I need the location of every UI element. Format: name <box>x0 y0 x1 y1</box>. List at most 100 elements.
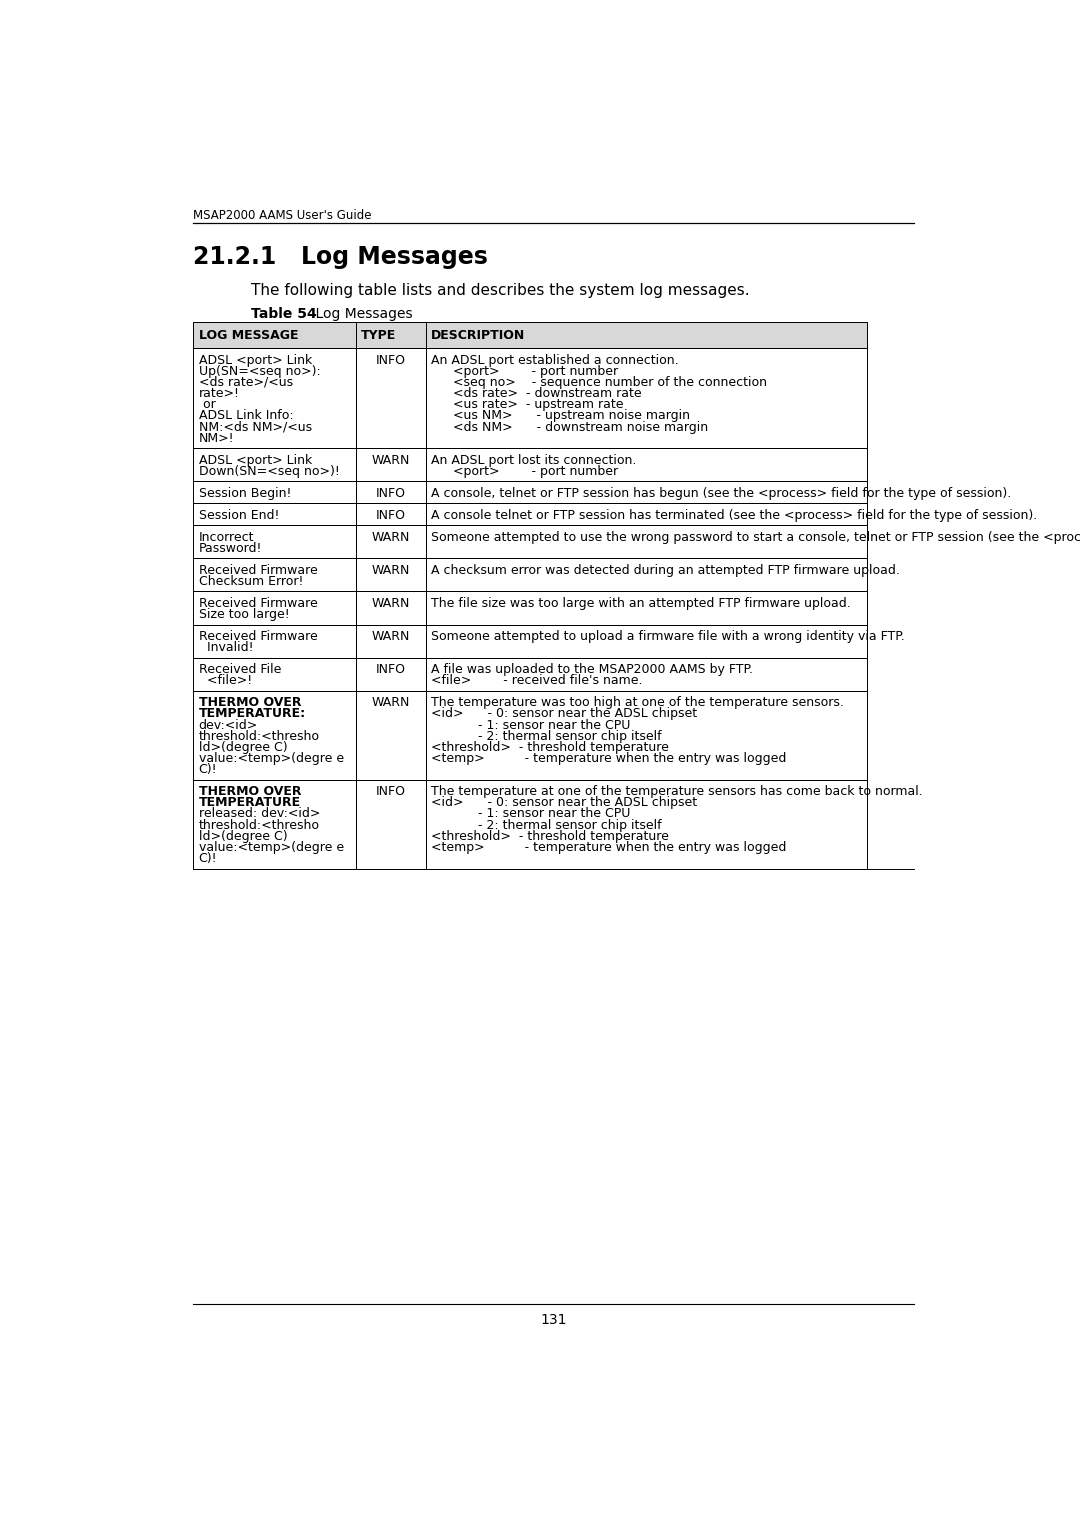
Text: threshold:<thresho: threshold:<thresho <box>199 730 320 743</box>
Text: Received Firmware: Received Firmware <box>199 597 318 610</box>
Bar <box>193 448 356 481</box>
Text: A console, telnet or FTP session has begun (see the <process> field for the type: A console, telnet or FTP session has beg… <box>431 487 1011 500</box>
Text: - 2: thermal sensor chip itself: - 2: thermal sensor chip itself <box>477 819 661 831</box>
Text: INFO: INFO <box>376 785 406 798</box>
Text: WARN: WARN <box>372 597 410 610</box>
Bar <box>356 691 426 779</box>
Bar <box>426 691 867 779</box>
Text: NM:<ds NM>/<us: NM:<ds NM>/<us <box>199 420 312 434</box>
Text: value:<temp>(degre e: value:<temp>(degre e <box>199 752 343 766</box>
Bar <box>193 657 356 691</box>
Text: <us NM>      - upstream noise margin: <us NM> - upstream noise margin <box>453 410 690 422</box>
Text: TYPE: TYPE <box>362 329 396 342</box>
Text: - 1: sensor near the CPU: - 1: sensor near the CPU <box>477 718 630 732</box>
Text: <ds NM>      - downstream noise margin: <ds NM> - downstream noise margin <box>453 420 707 434</box>
Text: rate>!: rate>! <box>199 387 240 400</box>
Text: <temp>          - temperature when the entry was logged: <temp> - temperature when the entry was … <box>431 840 786 854</box>
Bar <box>356 625 426 657</box>
Bar <box>356 591 426 625</box>
Bar <box>356 448 426 481</box>
Text: Session End!: Session End! <box>199 509 279 521</box>
Text: The file size was too large with an attempted FTP firmware upload.: The file size was too large with an atte… <box>431 597 851 610</box>
Text: <seq no>    - sequence number of the connection: <seq no> - sequence number of the connec… <box>453 376 767 388</box>
Text: A file was uploaded to the MSAP2000 AAMS by FTP.: A file was uploaded to the MSAP2000 AAMS… <box>431 663 753 675</box>
Text: ld>(degree C): ld>(degree C) <box>199 741 287 753</box>
Bar <box>426 322 867 348</box>
Bar <box>356 657 426 691</box>
Text: The temperature at one of the temperature sensors has come back to normal.: The temperature at one of the temperatur… <box>431 785 922 798</box>
Text: C)!: C)! <box>199 853 217 865</box>
Text: NM>!: NM>! <box>199 432 234 445</box>
Bar <box>426 448 867 481</box>
Bar <box>426 779 867 868</box>
Bar <box>356 348 426 448</box>
Text: dev:<id>: dev:<id> <box>199 718 258 732</box>
Text: <threshold>  - threshold temperature: <threshold> - threshold temperature <box>431 741 669 753</box>
Text: ADSL <port> Link: ADSL <port> Link <box>199 454 312 466</box>
Bar <box>356 558 426 591</box>
Text: WARN: WARN <box>372 564 410 576</box>
Bar <box>426 558 867 591</box>
Bar <box>193 503 356 526</box>
Bar <box>426 481 867 503</box>
Text: INFO: INFO <box>376 487 406 500</box>
Bar <box>193 348 356 448</box>
Text: WARN: WARN <box>372 530 410 544</box>
Bar <box>426 322 867 348</box>
Text: Someone attempted to use the wrong password to start a console, telnet or FTP se: Someone attempted to use the wrong passw… <box>431 530 1080 544</box>
Text: Table 54: Table 54 <box>252 307 318 321</box>
Bar <box>426 348 867 448</box>
Text: C)!: C)! <box>199 762 217 776</box>
Bar <box>193 779 356 868</box>
Text: value:<temp>(degre e: value:<temp>(degre e <box>199 840 343 854</box>
Bar <box>426 657 867 691</box>
Text: - 1: sensor near the CPU: - 1: sensor near the CPU <box>477 807 630 821</box>
Text: <port>        - port number: <port> - port number <box>453 465 618 478</box>
Bar <box>356 322 426 348</box>
Text: A console telnet or FTP session has terminated (see the <process> field for the : A console telnet or FTP session has term… <box>431 509 1037 521</box>
Bar <box>356 526 426 558</box>
Text: The following table lists and describes the system log messages.: The following table lists and describes … <box>252 284 750 298</box>
Text: <port>        - port number: <port> - port number <box>453 365 618 377</box>
Text: <threshold>  - threshold temperature: <threshold> - threshold temperature <box>431 830 669 843</box>
Text: MSAP2000 AAMS User's Guide: MSAP2000 AAMS User's Guide <box>193 209 372 222</box>
Text: 21.2.1   Log Messages: 21.2.1 Log Messages <box>193 244 488 269</box>
Text: An ADSL port established a connection.: An ADSL port established a connection. <box>431 353 678 367</box>
Text: Password!: Password! <box>199 542 262 555</box>
Bar <box>356 481 426 503</box>
Text: threshold:<thresho: threshold:<thresho <box>199 819 320 831</box>
Bar <box>193 526 356 558</box>
Text: The temperature was too high at one of the temperature sensors.: The temperature was too high at one of t… <box>431 697 843 709</box>
Text: Log Messages: Log Messages <box>298 307 413 321</box>
Bar <box>356 322 426 348</box>
Text: ADSL Link Info:: ADSL Link Info: <box>199 410 293 422</box>
Bar <box>426 591 867 625</box>
Text: INFO: INFO <box>376 353 406 367</box>
Text: or: or <box>199 399 215 411</box>
Text: Incorrect: Incorrect <box>199 530 254 544</box>
Text: - 2: thermal sensor chip itself: - 2: thermal sensor chip itself <box>477 730 661 743</box>
Bar <box>426 503 867 526</box>
Bar <box>193 591 356 625</box>
Text: TEMPERATURE:: TEMPERATURE: <box>199 707 306 720</box>
Text: LOG MESSAGE: LOG MESSAGE <box>199 329 298 342</box>
Text: released: dev:<id>: released: dev:<id> <box>199 807 320 821</box>
Text: <id>      - 0: sensor near the ADSL chipset: <id> - 0: sensor near the ADSL chipset <box>431 796 698 810</box>
Text: Checksum Error!: Checksum Error! <box>199 575 303 588</box>
Text: <ds rate>/<us: <ds rate>/<us <box>199 376 293 388</box>
Text: 131: 131 <box>540 1313 567 1326</box>
Text: Invalid!: Invalid! <box>199 642 253 654</box>
Text: WARN: WARN <box>372 454 410 466</box>
Text: Up(SN=<seq no>):: Up(SN=<seq no>): <box>199 365 321 377</box>
Text: Received Firmware: Received Firmware <box>199 564 318 576</box>
Bar <box>426 625 867 657</box>
Text: TEMPERATURE: TEMPERATURE <box>199 796 300 810</box>
Text: A checksum error was detected during an attempted FTP firmware upload.: A checksum error was detected during an … <box>431 564 900 576</box>
Text: Received Firmware: Received Firmware <box>199 630 318 643</box>
Text: <id>      - 0: sensor near the ADSL chipset: <id> - 0: sensor near the ADSL chipset <box>431 707 698 720</box>
Text: <us rate>  - upstream rate: <us rate> - upstream rate <box>453 399 623 411</box>
Bar <box>193 322 356 348</box>
Text: <temp>          - temperature when the entry was logged: <temp> - temperature when the entry was … <box>431 752 786 766</box>
Text: <ds rate>  - downstream rate: <ds rate> - downstream rate <box>453 387 642 400</box>
Bar <box>193 625 356 657</box>
